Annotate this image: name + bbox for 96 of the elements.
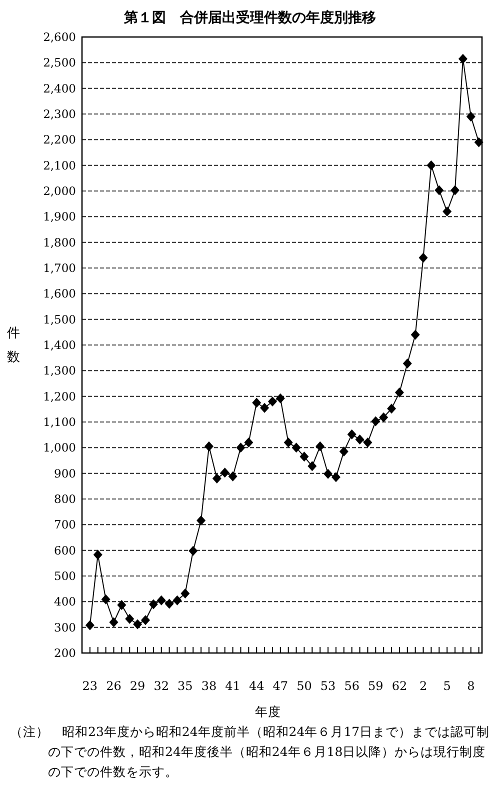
y-axis-title: 件数	[7, 325, 21, 367]
x-tick-label: 62	[392, 679, 408, 693]
point	[117, 600, 126, 610]
point	[347, 429, 356, 440]
point	[164, 598, 174, 609]
x-tick-label: 38	[201, 679, 217, 693]
y-tick-label: 2,500	[43, 56, 76, 70]
y-tick-label: 300	[54, 620, 76, 634]
point	[442, 206, 452, 217]
point	[93, 550, 102, 560]
x-tick-label: 41	[225, 679, 240, 693]
point	[434, 185, 444, 196]
y-tick-label: 800	[54, 492, 76, 506]
point	[188, 546, 198, 556]
point	[172, 595, 182, 606]
y-tick-label: 200	[54, 646, 76, 660]
x-tick-label: 26	[106, 679, 122, 693]
point	[252, 398, 262, 408]
point	[410, 330, 420, 340]
point	[204, 441, 214, 452]
point	[244, 438, 254, 448]
x-axis-title: 年度	[255, 704, 281, 719]
x-tick-label: 35	[178, 679, 193, 693]
point	[228, 471, 238, 482]
point	[133, 619, 142, 630]
y-tick-label: 600	[54, 543, 76, 558]
point	[292, 442, 301, 453]
point	[156, 595, 166, 606]
x-tick-label: 2	[419, 679, 428, 693]
point	[196, 516, 206, 526]
point	[339, 446, 348, 457]
x-tick-label: 5	[443, 679, 451, 693]
point	[458, 54, 468, 64]
point	[418, 252, 428, 263]
point	[371, 416, 380, 426]
point	[148, 599, 158, 610]
point	[363, 438, 372, 448]
y-tick-label: 2,200	[43, 132, 76, 147]
point	[220, 468, 230, 478]
point	[394, 387, 404, 398]
point	[331, 472, 340, 482]
point	[355, 434, 364, 444]
y-tick-label: 700	[54, 518, 76, 532]
point	[308, 461, 317, 472]
point	[300, 452, 309, 462]
y-tick-label: 2,600	[43, 30, 76, 44]
y-tick-label: 2,300	[43, 107, 76, 121]
y-tick-label: 400	[54, 594, 76, 609]
y-tick-label: 1,300	[43, 364, 76, 378]
y-tick-label: 1,400	[43, 338, 76, 352]
y-tick-label: 1,900	[43, 210, 76, 224]
y-tick-label: 2,000	[43, 184, 76, 198]
x-tick-label: 23	[82, 679, 98, 693]
point	[85, 620, 94, 630]
text: （注） 昭和23年度から昭和24年度前半（昭和24年６月17日まで）までは認可制の下での件数，昭和24年度後半（昭和24年６月18日以降）からは現行制度の下での件数を示す。	[10, 723, 491, 781]
point	[402, 358, 412, 368]
x-tick-label: 53	[320, 679, 336, 693]
x-tick-label: 59	[368, 679, 384, 693]
point	[450, 185, 460, 196]
y-tick-label: 1,200	[43, 389, 76, 404]
x-tick-label: 56	[344, 679, 360, 693]
point	[379, 412, 388, 422]
x-tick-label: 44	[248, 679, 265, 693]
point	[316, 441, 325, 452]
point	[125, 614, 134, 624]
x-tick-label: 29	[130, 679, 146, 693]
y-tick-label: 1,000	[43, 440, 76, 455]
x-tick-label: 32	[154, 679, 170, 693]
y-tick-label: 1,500	[43, 312, 76, 326]
point	[236, 442, 246, 453]
point	[140, 615, 150, 626]
chart-title: 第１図 合併届出受理件数の年度別推移	[123, 9, 376, 26]
point	[426, 160, 436, 170]
x-tick-label: 50	[296, 679, 312, 693]
point	[260, 402, 270, 413]
point	[101, 594, 110, 604]
point	[324, 468, 333, 479]
y-tick-label: 1,700	[43, 261, 76, 275]
y-tick-label: 2,400	[43, 81, 76, 96]
x-tick-label: 8	[467, 679, 475, 693]
y-tick-label: 1,600	[43, 286, 76, 301]
point	[109, 617, 118, 628]
point	[284, 438, 293, 448]
point	[180, 588, 190, 598]
y-tick-label: 1,800	[43, 235, 76, 250]
y-tick-label: 2,100	[43, 158, 76, 172]
y-tick-label: 1,100	[43, 415, 76, 429]
point	[268, 396, 277, 406]
point	[474, 137, 484, 148]
point	[466, 112, 476, 122]
y-tick-label: 500	[54, 569, 76, 583]
x-tick-label: 47	[272, 679, 288, 693]
point	[276, 393, 285, 404]
point	[212, 473, 222, 484]
y-tick-label: 900	[54, 466, 76, 480]
point	[387, 404, 396, 414]
